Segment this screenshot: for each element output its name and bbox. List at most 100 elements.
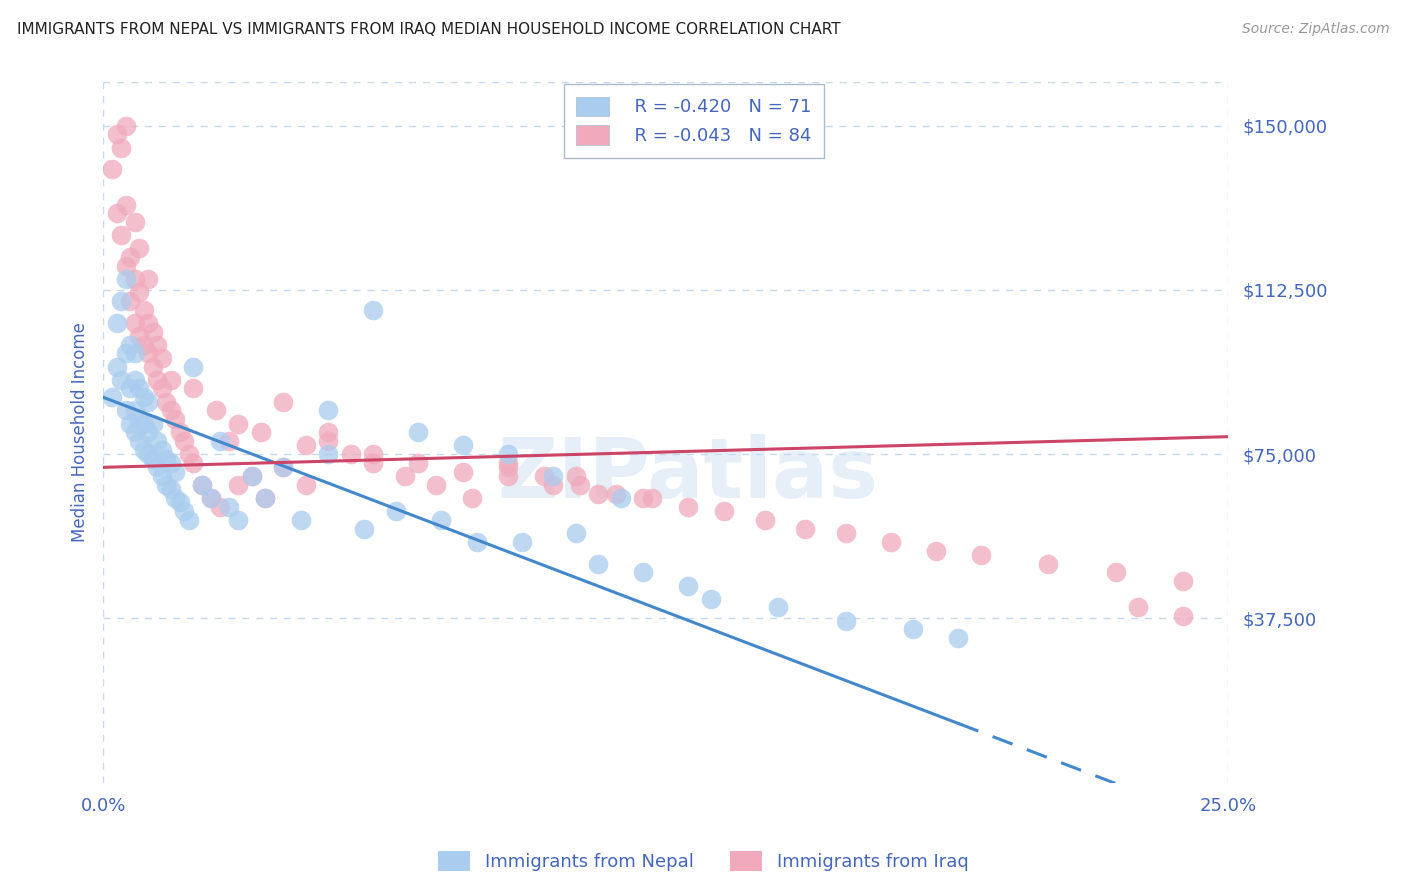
Point — [114, 272, 136, 286]
Text: IMMIGRANTS FROM NEPAL VS IMMIGRANTS FROM IRAQ MEDIAN HOUSEHOLD INCOME CORRELATIO: IMMIGRANTS FROM NEPAL VS IMMIGRANTS FROM… — [17, 22, 841, 37]
Point — [114, 119, 136, 133]
Point — [132, 417, 155, 431]
Point — [110, 228, 132, 243]
Point — [361, 447, 384, 461]
Point — [124, 373, 146, 387]
Point — [586, 486, 609, 500]
Point — [496, 447, 519, 461]
Point — [700, 591, 723, 606]
Point — [1128, 600, 1150, 615]
Point — [271, 394, 294, 409]
Point — [150, 382, 173, 396]
Point — [105, 359, 128, 374]
Point — [132, 442, 155, 457]
Point — [316, 403, 339, 417]
Point — [564, 526, 586, 541]
Point — [128, 412, 150, 426]
Point — [173, 504, 195, 518]
Point — [218, 500, 240, 514]
Point — [120, 417, 142, 431]
Point — [835, 614, 858, 628]
Point — [754, 513, 776, 527]
Point — [204, 403, 226, 417]
Point — [142, 325, 165, 339]
Point — [146, 337, 169, 351]
Point — [678, 578, 700, 592]
Point — [114, 403, 136, 417]
Point — [429, 513, 451, 527]
Point — [132, 302, 155, 317]
Point — [114, 259, 136, 273]
Point — [406, 456, 429, 470]
Point — [496, 456, 519, 470]
Point — [159, 373, 181, 387]
Point — [110, 373, 132, 387]
Point — [110, 140, 132, 154]
Point — [124, 272, 146, 286]
Point — [209, 500, 232, 514]
Point — [605, 486, 627, 500]
Point — [948, 631, 970, 645]
Point — [159, 403, 181, 417]
Point — [146, 373, 169, 387]
Point — [128, 241, 150, 255]
Point — [101, 390, 124, 404]
Point — [713, 504, 735, 518]
Point — [240, 469, 263, 483]
Text: ZIPatlas: ZIPatlas — [498, 434, 879, 515]
Point — [150, 469, 173, 483]
Point — [105, 316, 128, 330]
Point — [361, 302, 384, 317]
Point — [835, 526, 858, 541]
Point — [240, 469, 263, 483]
Point — [191, 478, 214, 492]
Point — [181, 382, 204, 396]
Point — [218, 434, 240, 448]
Point — [384, 504, 406, 518]
Point — [496, 469, 519, 483]
Point — [226, 478, 249, 492]
Point — [128, 382, 150, 396]
Point — [169, 495, 191, 509]
Point — [970, 548, 993, 562]
Point — [200, 491, 222, 505]
Point — [1105, 566, 1128, 580]
Point — [165, 412, 187, 426]
Point — [451, 438, 474, 452]
Point — [678, 500, 700, 514]
Point — [339, 447, 361, 461]
Point — [181, 359, 204, 374]
Point — [105, 206, 128, 220]
Point — [177, 513, 200, 527]
Point — [510, 534, 533, 549]
Point — [165, 491, 187, 505]
Point — [142, 451, 165, 466]
Point — [120, 337, 142, 351]
Point — [768, 600, 790, 615]
Point — [101, 162, 124, 177]
Point — [105, 128, 128, 142]
Point — [114, 197, 136, 211]
Point — [496, 460, 519, 475]
Point — [461, 491, 484, 505]
Point — [271, 460, 294, 475]
Point — [150, 351, 173, 365]
Point — [541, 478, 564, 492]
Point — [191, 478, 214, 492]
Point — [290, 513, 312, 527]
Point — [120, 250, 142, 264]
Point — [110, 293, 132, 308]
Point — [903, 623, 925, 637]
Text: Source: ZipAtlas.com: Source: ZipAtlas.com — [1241, 22, 1389, 37]
Y-axis label: Median Household Income: Median Household Income — [72, 322, 89, 542]
Point — [361, 456, 384, 470]
Point — [271, 460, 294, 475]
Point — [1173, 609, 1195, 624]
Point — [925, 543, 948, 558]
Point — [586, 557, 609, 571]
Point — [794, 522, 817, 536]
Point — [200, 491, 222, 505]
Point — [226, 417, 249, 431]
Point — [533, 469, 555, 483]
Point — [124, 215, 146, 229]
